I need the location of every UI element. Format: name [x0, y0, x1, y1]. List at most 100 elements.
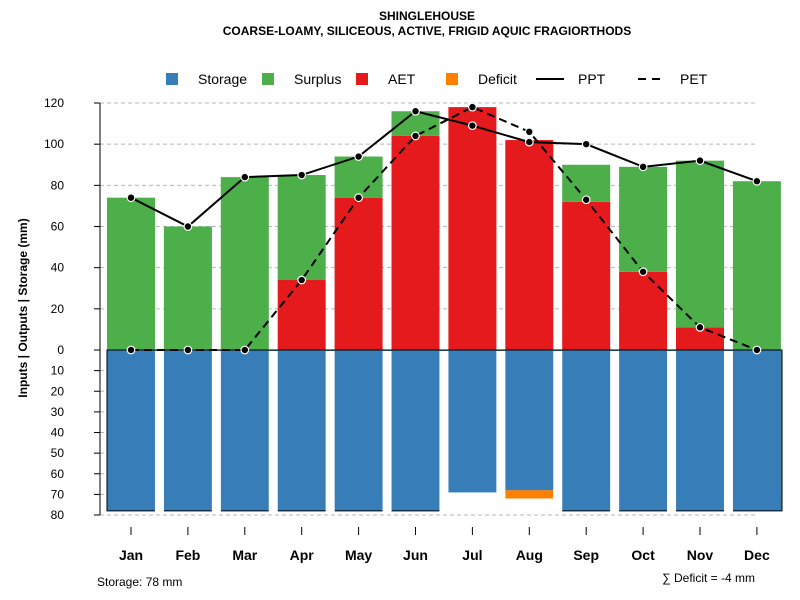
legend-label: AET [388, 71, 416, 87]
bar-aet [277, 280, 326, 350]
storage-separator [154, 351, 164, 514]
storage-separator [211, 351, 221, 514]
bar-aet [391, 135, 440, 350]
legend-label: Surplus [294, 71, 341, 87]
x-tick-label-oct: Oct [631, 547, 655, 563]
bar-surplus [676, 160, 724, 328]
ppt-line [130, 110, 758, 228]
pet-line [131, 106, 758, 351]
y-tick-label: 50 [51, 446, 65, 460]
ppt-line-point [752, 176, 762, 186]
storage-gap [443, 492, 501, 513]
bar-surplus [619, 166, 668, 272]
pet-line-point [297, 275, 307, 285]
y-tick-label: 60 [51, 467, 65, 481]
pet-line-point [240, 345, 250, 355]
legend-label: PET [680, 71, 708, 87]
pet-line-point [524, 127, 534, 137]
bar-surplus [163, 226, 212, 350]
y-tick-label: 20 [51, 384, 65, 398]
bar-surplus [107, 197, 155, 350]
y-tick-label: 80 [51, 178, 65, 192]
bar-surplus [220, 177, 269, 350]
legend-label: PPT [578, 71, 606, 87]
series-lines [126, 102, 762, 355]
y-tick-label: 70 [51, 487, 65, 501]
x-tick-label-jul: Jul [462, 547, 482, 563]
x-tick-label-sep: Sep [573, 547, 599, 563]
storage-separator [439, 351, 449, 514]
bar-storage [505, 350, 554, 491]
storage-separator [268, 351, 278, 514]
x-tick-label-dec: Dec [744, 547, 770, 563]
x-tick-label-apr: Apr [290, 547, 315, 563]
legend-label: Storage [198, 71, 247, 87]
y-tick-label: 80 [51, 508, 65, 522]
bar-surplus [732, 181, 781, 350]
ppt-line-point [240, 172, 250, 182]
ppt-line-point [695, 156, 705, 166]
legend-swatch [446, 73, 458, 85]
legend-swatch [356, 73, 368, 85]
ppt-line-point [468, 121, 477, 131]
y-tick-label: 10 [51, 364, 65, 378]
ppt-line-point [638, 162, 648, 172]
y-tick-label: 100 [44, 137, 64, 151]
x-tick-label-mar: Mar [232, 547, 257, 563]
storage-separator [667, 351, 677, 514]
legend-swatch [262, 73, 274, 85]
y-tick-label: 0 [57, 343, 64, 357]
bar-deficit [505, 490, 554, 499]
y-axis-label: Inputs | Outputs | Storage (mm) [16, 218, 30, 397]
bar-surplus [277, 175, 326, 281]
y-tick-label: 120 [44, 96, 64, 110]
y-tick-label: 60 [51, 220, 65, 234]
x-tick-label-jun: Jun [403, 547, 428, 563]
bar-aet [619, 271, 668, 350]
pet-line-point [126, 345, 136, 355]
bars [106, 107, 783, 514]
bar-surplus [334, 156, 383, 198]
bar-storage [448, 350, 497, 493]
bar-aet [334, 197, 383, 350]
axes: 0 20 40 60 80 100 120 10 20 30 40 50 60 70 80 Jan Feb Mar… [44, 96, 770, 563]
chart-subtitle: COARSE-LOAMY, SILICEOUS, ACTIVE, FRIGID … [223, 24, 631, 38]
storage-separator [610, 351, 620, 514]
storage-separator [553, 351, 563, 514]
y-tick-label: 40 [51, 426, 65, 440]
legend-swatch [166, 73, 178, 85]
y-tick-label: 40 [51, 261, 65, 275]
bar-aet [562, 201, 611, 350]
x-tick-label-feb: Feb [175, 547, 200, 563]
chart-title: SHINGLEHOUSE [379, 9, 475, 23]
x-tick-label-may: May [345, 547, 372, 563]
pet-line-point [752, 345, 762, 355]
y-tick-label: 20 [51, 302, 65, 316]
x-tick-label-jan: Jan [119, 547, 143, 563]
ppt-line-point [411, 106, 420, 116]
ppt-line-point [581, 139, 591, 149]
pet-line-point [354, 193, 364, 203]
pet-line-point [638, 267, 648, 277]
x-tick-label-aug: Aug [516, 547, 543, 563]
legend: Storage Surplus AET Deficit PPT PET [166, 71, 708, 87]
legend-label: Deficit [478, 71, 517, 87]
pet-line-point [581, 195, 591, 205]
pet-line-point [411, 131, 420, 141]
ppt-line-point [183, 222, 193, 231]
ppt-line-point [126, 193, 136, 203]
bar-aet [448, 107, 497, 350]
x-tick-label-nov: Nov [687, 547, 714, 563]
deficit-footnote: ∑ Deficit = -4 mm [662, 571, 755, 585]
storage-separator [496, 351, 506, 514]
ppt-line-point [524, 137, 534, 147]
pet-line-point [468, 102, 477, 112]
pet-line-point [183, 345, 193, 355]
pet-line-point [695, 322, 705, 332]
ppt-line-point [297, 170, 307, 180]
storage-separator [723, 351, 733, 514]
bar-aet [505, 140, 554, 350]
storage-separator [325, 351, 335, 514]
storage-separator [382, 351, 392, 514]
